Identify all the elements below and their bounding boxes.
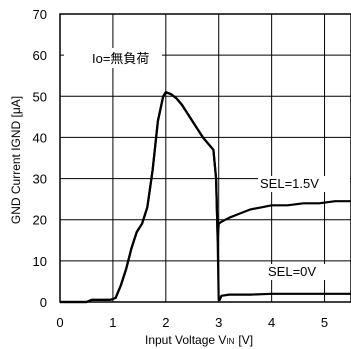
plot-frame	[59, 13, 351, 303]
annotation-bg	[266, 264, 350, 280]
annotation-bg	[258, 176, 350, 192]
series-line-sel-0v	[60, 91, 351, 304]
annotation-bg	[64, 48, 162, 68]
series-layer	[60, 91, 351, 304]
x-tick-label: 0	[56, 315, 63, 330]
y-tick-label: 30	[33, 172, 47, 187]
y-tick-label: 10	[33, 254, 47, 269]
y-tick-label: 60	[33, 48, 47, 63]
x-tick-label: 1	[109, 315, 116, 330]
y-tick-label: 20	[33, 213, 47, 228]
y-tick-label: 50	[33, 89, 47, 104]
x-tick-label: 3	[215, 315, 222, 330]
annotation-sel-0v: SEL=0V	[268, 264, 316, 279]
y-tick-label: 70	[33, 7, 47, 22]
x-tick-label: 5	[321, 315, 328, 330]
x-tick-label: 4	[268, 315, 275, 330]
y-tick-label: 40	[33, 130, 47, 145]
annotation-sel-1-5v: SEL=1.5V	[260, 176, 319, 191]
x-axis-title: Input Voltage VIN [V]	[145, 333, 253, 347]
annotation-no-load: Io=無負荷	[92, 51, 149, 66]
y-tick-label: 0	[40, 295, 47, 310]
x-tick-label: 2	[162, 315, 169, 330]
y-axis-title: GND Current IGND [μA]	[9, 96, 23, 224]
